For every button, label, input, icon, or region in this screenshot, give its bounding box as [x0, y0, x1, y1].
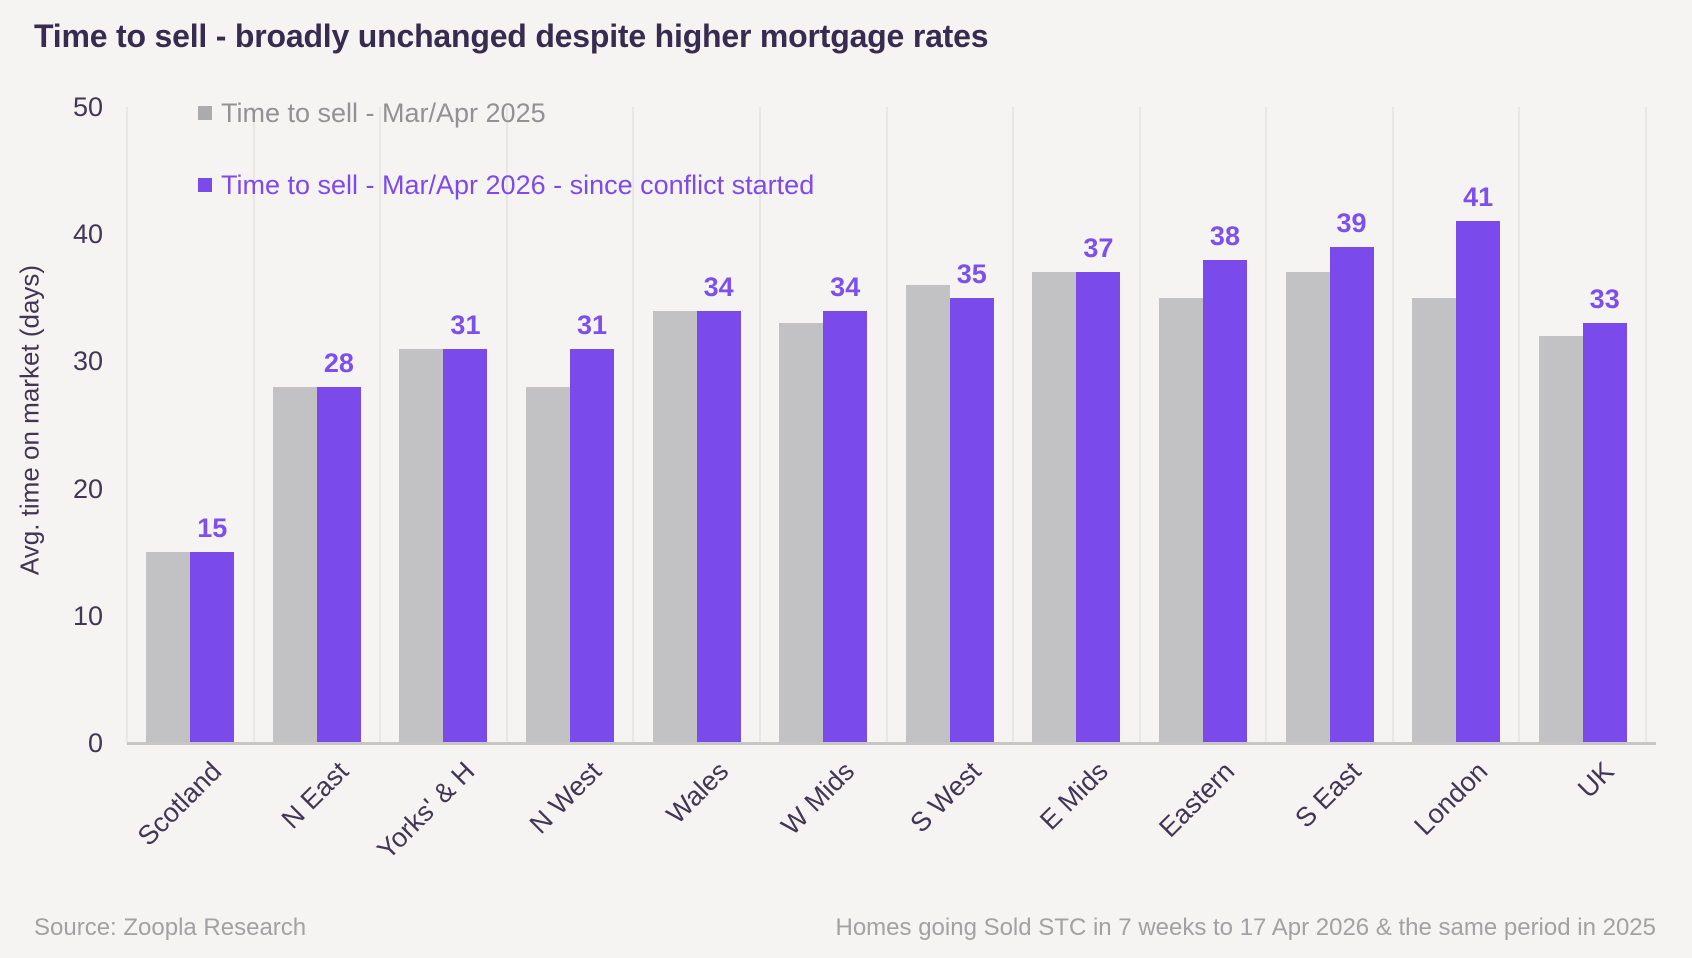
bar-value-label-s-west: 35 [956, 258, 987, 289]
bar-mar-apr-2025-yorks-h [399, 348, 444, 743]
y-axis-title: Avg. time on market (days) [14, 264, 45, 576]
chart-title: Time to sell - broadly unchanged despite… [34, 18, 989, 54]
y-tick-label: 50 [72, 92, 103, 122]
x-axis-label-n-east: N East [275, 756, 355, 835]
category-gridline [1265, 107, 1268, 743]
bar-mar-apr-2025-w-mids [779, 323, 824, 743]
legend-swatch-2026 [198, 178, 212, 192]
bar-mar-apr-2025-uk [1538, 335, 1583, 743]
bar-value-label-london: 41 [1463, 182, 1494, 213]
bar-mar-apr-2026-s-west [949, 297, 994, 743]
bar-value-label-n-west: 31 [577, 309, 608, 340]
category-gridline [1645, 107, 1647, 743]
category-gridline [885, 107, 888, 743]
bar-value-label-uk: 33 [1589, 284, 1620, 315]
bar-mar-apr-2025-london [1412, 297, 1457, 743]
bar-mar-apr-2025-scotland [146, 552, 191, 743]
bar-mar-apr-2025-s-west [905, 285, 950, 743]
bar-value-label-yorks-h: 31 [450, 309, 481, 340]
bar-mar-apr-2026-london [1456, 221, 1501, 743]
footnote-text: Homes going Sold STC in 7 weeks to 17 Ap… [835, 914, 1657, 941]
y-tick-label: 10 [72, 600, 103, 631]
x-axis-label-w-mids: W Mids [775, 756, 861, 841]
legend: Time to sell - Mar/Apr 2025 Time to sell… [198, 98, 814, 242]
x-axis-baseline [127, 742, 1656, 745]
legend-swatch-2025 [198, 106, 212, 120]
bar-value-label-w-mids: 34 [830, 271, 861, 302]
bar-mar-apr-2026-n-east [316, 386, 361, 743]
legend-item-mar-apr-2025: Time to sell - Mar/Apr 2025 [198, 98, 814, 128]
category-gridline [632, 107, 635, 743]
y-tick-label: 20 [72, 473, 103, 504]
x-axis-label-s-west: S West [904, 756, 988, 839]
y-tick-label: 30 [72, 346, 103, 377]
category-gridline [1138, 107, 1141, 743]
x-axis-label-yorks-h: Yorks' & H [371, 756, 481, 866]
bar-mar-apr-2026-eastern [1202, 259, 1247, 743]
bar-mar-apr-2026-n-west [570, 348, 615, 743]
bar-mar-apr-2025-s-east [1285, 272, 1330, 743]
bar-mar-apr-2026-e-mids [1076, 272, 1121, 743]
y-tick-label: 0 [87, 728, 103, 758]
legend-item-mar-apr-2026: Time to sell - Mar/Apr 2026 - since conf… [198, 170, 814, 200]
category-gridline [758, 107, 761, 743]
bar-value-label-wales: 34 [703, 271, 734, 302]
bar-mar-apr-2026-yorks-h [443, 348, 488, 743]
category-gridline [505, 107, 508, 743]
bar-mar-apr-2025-eastern [1158, 297, 1203, 743]
bar-value-label-e-mids: 37 [1083, 233, 1114, 264]
x-axis-label-uk: UK [1572, 756, 1620, 804]
bar-mar-apr-2025-e-mids [1032, 272, 1077, 743]
bar-mar-apr-2026-w-mids [823, 310, 868, 743]
y-tick-label: 40 [72, 219, 103, 250]
bar-value-label-scotland: 15 [197, 513, 228, 544]
x-axis-label-eastern: Eastern [1153, 756, 1241, 844]
bar-mar-apr-2026-s-east [1329, 246, 1374, 743]
bar-mar-apr-2025-wales [652, 310, 697, 743]
bar-mar-apr-2025-n-west [526, 386, 571, 743]
x-axis-label-london: London [1408, 756, 1494, 841]
bar-mar-apr-2026-wales [696, 310, 741, 743]
bar-value-label-n-east: 28 [323, 347, 354, 378]
bar-value-label-eastern: 38 [1209, 220, 1240, 251]
y-axis-line [126, 107, 128, 743]
bar-mar-apr-2026-scotland [190, 552, 235, 743]
category-gridline [252, 107, 255, 743]
category-gridline [379, 107, 382, 743]
bar-mar-apr-2026-uk [1582, 323, 1627, 743]
x-axis-label-wales: Wales [660, 756, 734, 830]
bar-mar-apr-2025-n-east [272, 386, 317, 743]
bar-value-label-s-east: 39 [1336, 207, 1367, 238]
legend-label-2025: Time to sell - Mar/Apr 2025 [221, 97, 546, 128]
category-gridline [1012, 107, 1015, 743]
x-axis-label-e-mids: E Mids [1034, 756, 1114, 836]
x-axis-label-scotland: Scotland [131, 756, 228, 852]
x-axis-label-n-west: N West [523, 756, 608, 840]
legend-label-2026: Time to sell - Mar/Apr 2026 - since conf… [221, 169, 815, 200]
x-axis-label-s-east: S East [1289, 756, 1367, 834]
category-gridline [1391, 107, 1394, 743]
category-gridline [1518, 107, 1521, 743]
source-text: Source: Zoopla Research [34, 914, 307, 941]
